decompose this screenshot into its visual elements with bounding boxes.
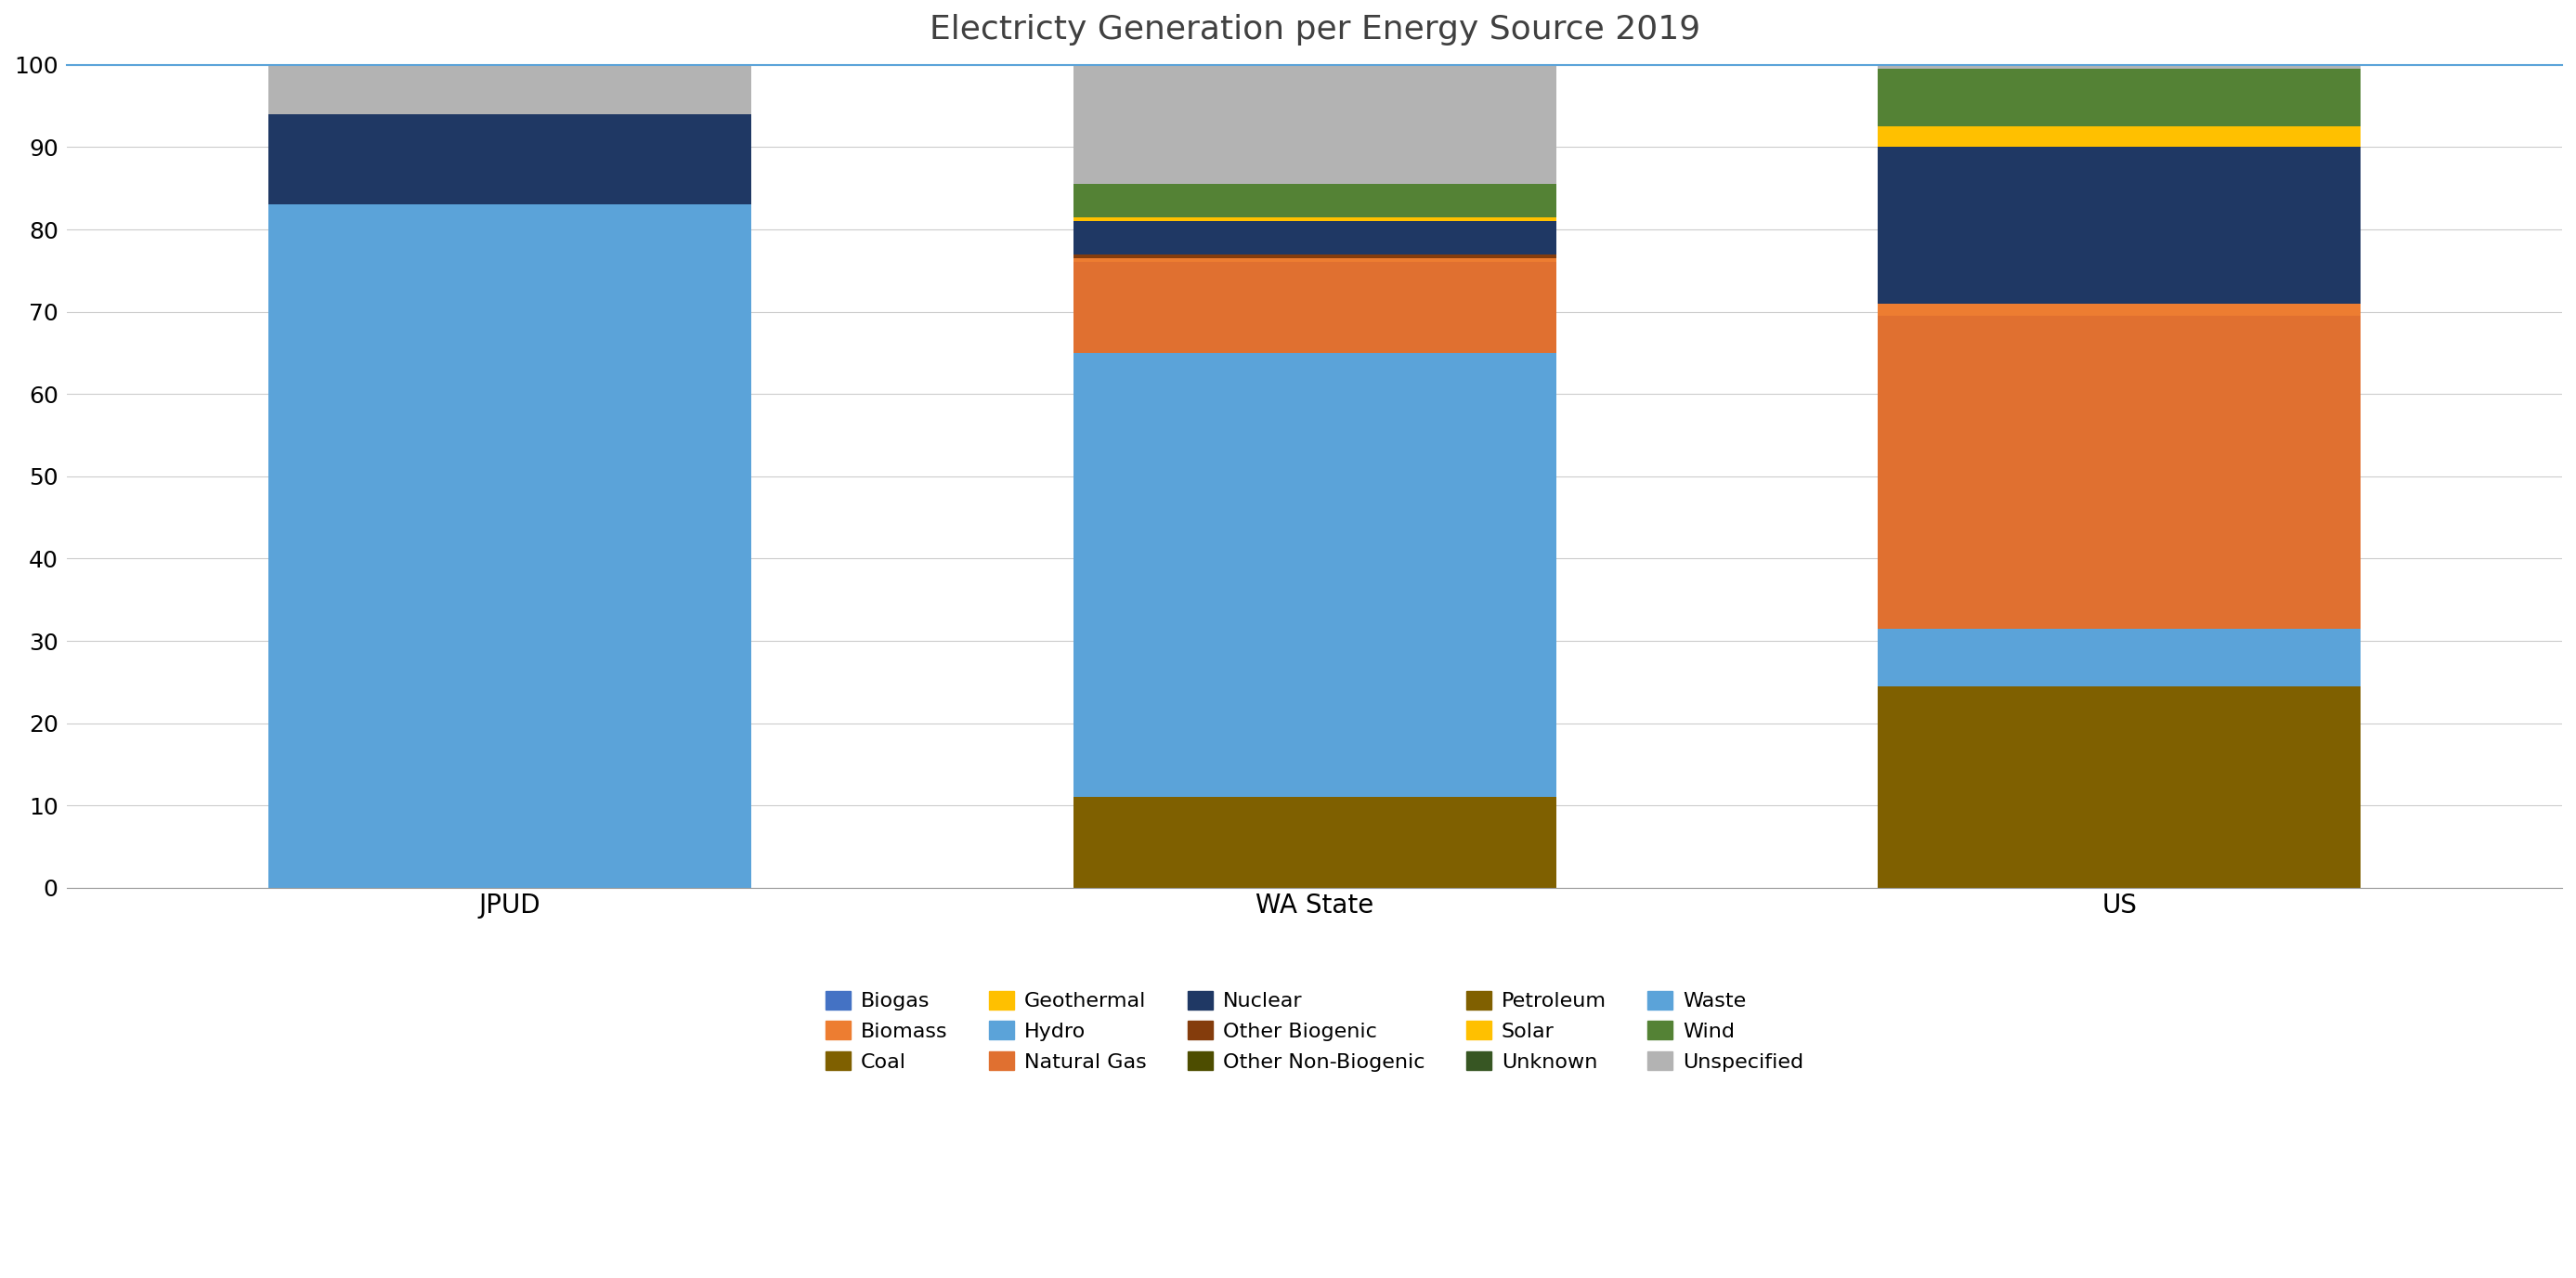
Bar (268, 65, 752, 114)
Legend: Biogas, Biomass, Coal, Geothermal, Hydro, Natural Gas, Nuclear, Other Biogenic, : Biogas, Biomass, Coal, Geothermal, Hydro… (817, 980, 1814, 1082)
Bar (1878, 69, 2360, 127)
Bar (1074, 254, 1556, 258)
Title: Electricty Generation per Energy Source 2019: Electricty Generation per Energy Source … (930, 14, 1700, 46)
Bar (1074, 184, 1556, 217)
Bar (268, 114, 752, 204)
Bar (1074, 221, 1556, 254)
Bar (1878, 130, 2360, 147)
Bar (1074, 258, 1556, 262)
Bar (1878, 316, 2360, 629)
Bar (1074, 262, 1556, 353)
Bar (1878, 303, 2360, 316)
Bar (1878, 629, 2360, 686)
Bar (1878, 690, 2360, 888)
Bar (1878, 65, 2360, 69)
Bar (1074, 353, 1556, 797)
Bar (268, 204, 752, 888)
Bar (1878, 127, 2360, 130)
Bar (1074, 217, 1556, 221)
Bar (1878, 147, 2360, 303)
Bar (1878, 686, 2360, 690)
Bar (1074, 65, 1556, 184)
Bar (1074, 797, 1556, 888)
